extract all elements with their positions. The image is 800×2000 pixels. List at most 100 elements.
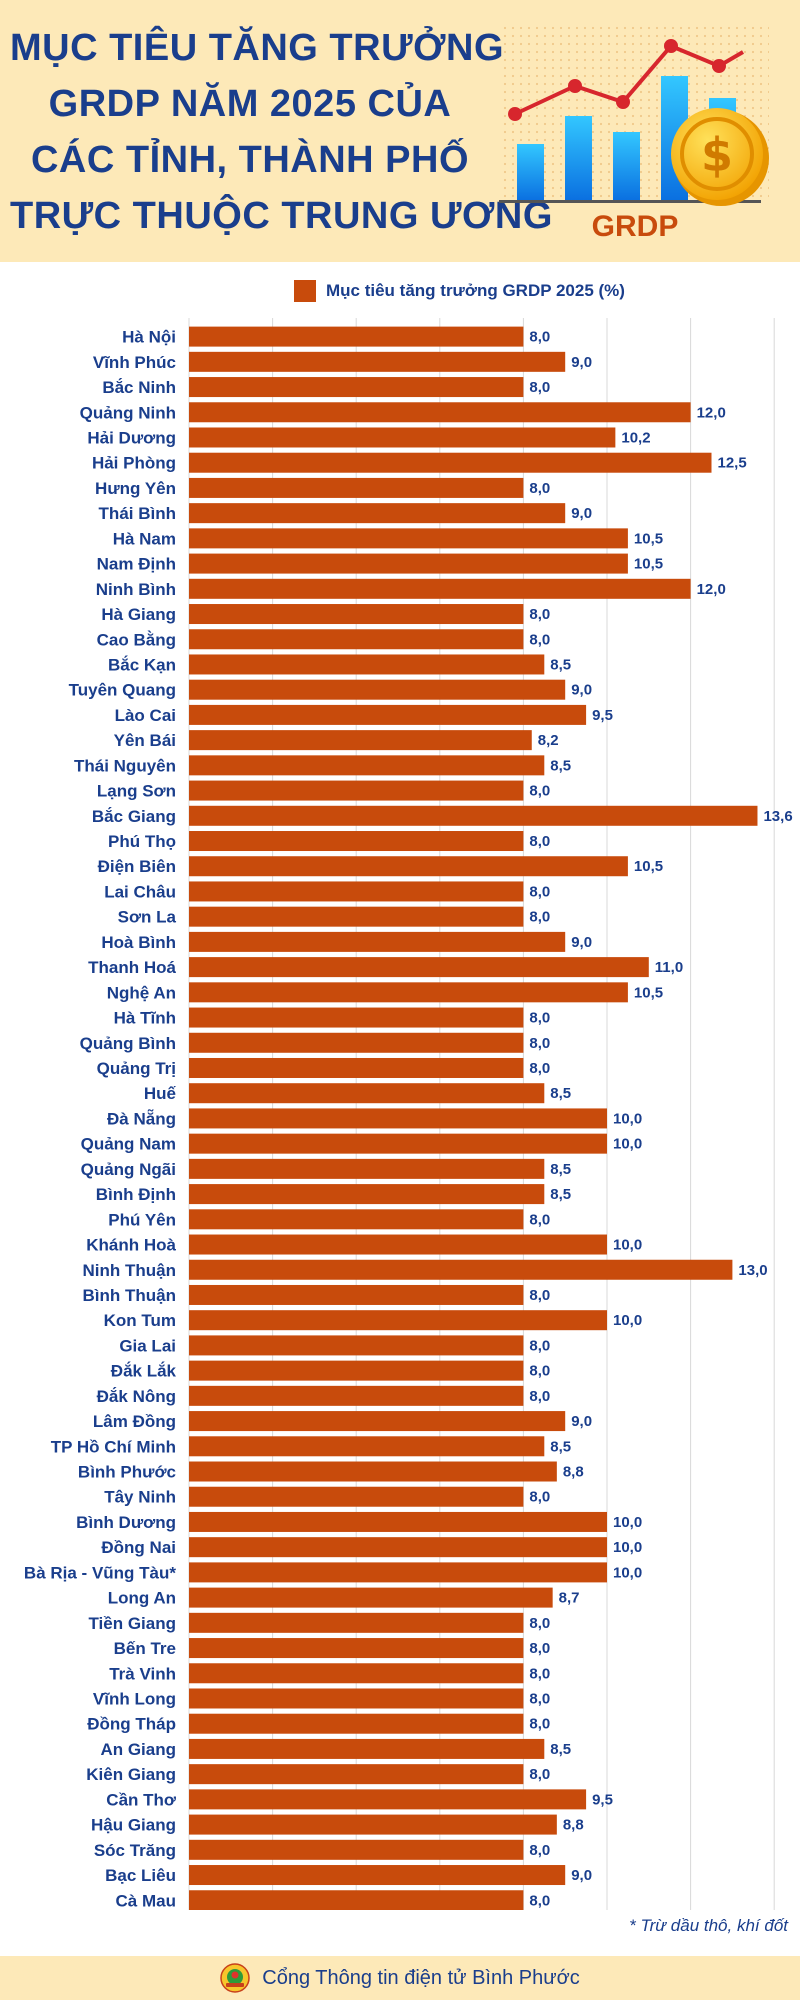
footnote: * Trừ dầu thô, khí đốt [629, 1916, 788, 1935]
category-label: Quảng Nam [81, 1135, 176, 1154]
category-label: TP Hồ Chí Minh [51, 1437, 176, 1456]
category-label: Cà Mau [116, 1891, 176, 1910]
chart-bar [189, 755, 545, 776]
data-label: 8,0 [529, 1489, 550, 1506]
data-label: 10,5 [634, 858, 663, 875]
category-label: Đồng Nai [101, 1538, 176, 1557]
chart-bar [189, 477, 524, 498]
chart-bar [189, 503, 566, 524]
line-trend-icon [508, 39, 745, 121]
chart-bar [189, 1587, 553, 1608]
chart-legend: Mục tiêu tăng trưởng GRDP 2025 (%) [294, 279, 625, 303]
chart-bar [189, 931, 566, 952]
data-label: 8,0 [529, 883, 550, 900]
category-label: Yên Bái [114, 731, 176, 750]
category-label: Vĩnh Long [93, 1689, 176, 1708]
chart-bar [189, 805, 758, 826]
binh-phuoc-emblem-icon [220, 1963, 250, 1993]
chart-bar [189, 1335, 524, 1356]
data-label: 11,0 [655, 959, 683, 976]
title-line-4: TRỰC THUỘC TRUNG ƯƠNG [10, 195, 553, 237]
data-label: 9,0 [571, 682, 592, 699]
data-label: 8,5 [550, 1438, 571, 1455]
data-label: 8,0 [529, 909, 550, 926]
data-label: 9,5 [592, 707, 613, 724]
data-label: 8,8 [563, 1817, 584, 1834]
category-label: Hưng Yên [95, 479, 176, 498]
data-label: 12,0 [697, 404, 726, 421]
category-label: Bắc Kạn [108, 655, 176, 674]
chart-bar [189, 1108, 607, 1129]
category-label: Thanh Hoá [88, 958, 176, 977]
category-label: Bình Dương [76, 1513, 176, 1532]
data-label: 8,5 [550, 1085, 571, 1102]
category-label: Bà Rịa - Vũng Tàu* [24, 1563, 176, 1582]
category-label: Nam Định [97, 555, 176, 574]
data-label: 10,0 [613, 1312, 642, 1329]
data-label: 8,0 [529, 1665, 550, 1682]
chart-bar [189, 452, 712, 473]
dollar-coin-icon: $ [671, 108, 769, 206]
grdp-illustration: $ GRDP [499, 26, 769, 243]
footer-text: Cổng Thông tin điện tử Bình Phước [262, 1966, 580, 1989]
data-label: 10,5 [634, 530, 663, 547]
data-label: 8,0 [529, 1035, 550, 1052]
data-label: 8,0 [529, 379, 550, 396]
data-label: 12,5 [718, 455, 747, 472]
chart-bar [189, 1360, 524, 1381]
category-label: Phú Thọ [108, 832, 176, 851]
category-label: Bạc Liêu [105, 1866, 176, 1885]
data-label: 8,0 [529, 1010, 550, 1027]
chart-bar [189, 1865, 566, 1886]
legend-label: Mục tiêu tăng trưởng GRDP 2025 (%) [326, 281, 625, 300]
data-label: 12,0 [697, 581, 726, 598]
chart-bar [189, 377, 524, 398]
category-label: Tây Ninh [104, 1488, 176, 1507]
data-label: 8,0 [529, 1842, 550, 1859]
chart-bar [189, 1259, 733, 1280]
category-label: Quảng Ninh [80, 403, 176, 422]
chart-bar [189, 1133, 607, 1154]
chart-bar [189, 780, 524, 801]
category-label: Tuyên Quang [69, 681, 176, 700]
chart-bar [189, 881, 524, 902]
chart-bar [189, 1411, 566, 1432]
data-label: 9,0 [571, 1867, 592, 1884]
category-label: Bình Thuận [83, 1286, 176, 1305]
chart-bar [189, 654, 545, 675]
category-label: An Giang [100, 1740, 176, 1759]
category-label: Bến Tre [114, 1639, 176, 1658]
chart-bar [189, 351, 566, 372]
chart-bar [189, 1839, 524, 1860]
category-label: Đắk Lắk [111, 1362, 177, 1381]
category-label: Hậu Giang [91, 1816, 176, 1835]
category-label: Hà Nam [113, 529, 176, 548]
chart-bar [189, 906, 524, 927]
data-label: 8,5 [550, 1741, 571, 1758]
category-label: Thái Bình [99, 504, 176, 523]
chart-bar [189, 427, 616, 448]
chart-bar [189, 1713, 524, 1734]
data-label: 10,0 [613, 1514, 642, 1531]
chart-bar [189, 704, 587, 725]
category-label: Bình Định [96, 1185, 176, 1204]
chart-bar [189, 1284, 524, 1305]
data-label: 13,0 [738, 1262, 767, 1279]
category-label: Hà Tĩnh [114, 1009, 176, 1028]
category-label: Đắk Nông [97, 1387, 176, 1406]
chart-bar [189, 528, 628, 549]
chart-bar [189, 1158, 545, 1179]
category-label: Ninh Thuận [83, 1261, 176, 1280]
data-label: 10,5 [634, 984, 663, 1001]
data-label: 8,5 [550, 757, 571, 774]
category-label: Nghệ An [107, 983, 176, 1002]
category-label: Hải Dương [87, 428, 176, 447]
data-label: 8,0 [529, 480, 550, 497]
category-label: Quảng Bình [80, 1034, 176, 1053]
category-label: Lâm Đồng [93, 1412, 176, 1431]
category-label: Gia Lai [119, 1336, 176, 1355]
chart-bar [189, 1562, 607, 1583]
chart-bar [189, 1436, 545, 1457]
chart-bar [189, 1310, 607, 1331]
category-label: Hà Nội [122, 328, 176, 347]
